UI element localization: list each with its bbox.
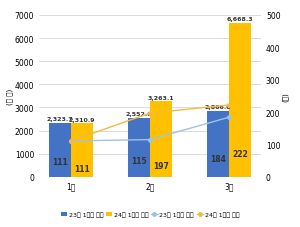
Text: 115: 115 <box>131 156 147 165</box>
Y-axis label: (건): (건) <box>282 92 289 101</box>
Bar <box>71 124 93 177</box>
Text: 111: 111 <box>74 165 90 174</box>
Bar <box>207 111 229 177</box>
Text: 2,866.0: 2,866.0 <box>205 104 231 109</box>
Bar <box>49 123 71 177</box>
Y-axis label: (억 원): (억 원) <box>7 88 13 105</box>
Legend: 23년 1분기 금액, 24년 1분기 금액, 23년 1분기 건수, 24년 1분기 건수: 23년 1분기 금액, 24년 1분기 금액, 23년 1분기 건수, 24년 … <box>58 209 242 220</box>
Text: 2,552.0: 2,552.0 <box>126 111 152 116</box>
Text: 197: 197 <box>153 161 169 170</box>
Text: 3,263.1: 3,263.1 <box>148 95 174 100</box>
Bar <box>150 102 172 177</box>
Text: 111: 111 <box>52 158 68 167</box>
Text: 2,310.9: 2,310.9 <box>69 117 95 122</box>
Bar <box>128 118 150 177</box>
Bar <box>229 24 251 177</box>
Text: 2,323.7: 2,323.7 <box>47 117 74 122</box>
Text: 6,668.3: 6,668.3 <box>226 17 253 22</box>
Text: 184: 184 <box>210 154 226 163</box>
Text: 222: 222 <box>232 150 248 158</box>
